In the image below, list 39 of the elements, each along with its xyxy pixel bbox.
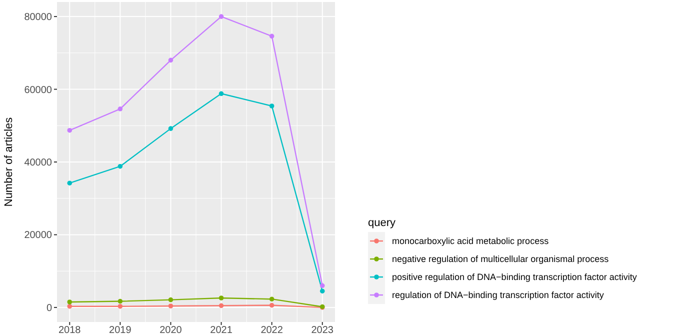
x-tick-label: 2018 <box>58 325 82 334</box>
point <box>118 298 123 304</box>
point <box>118 304 123 309</box>
point <box>269 302 274 308</box>
legend-label: regulation of DNA−binding transcription factor activity <box>392 290 604 300</box>
y-tick-label: 0 <box>46 302 52 314</box>
point <box>67 180 72 186</box>
legend-label: negative regulation of multicellular organismal process <box>392 254 610 264</box>
legend-label: positive regulation of DNA−binding transcription factor activity <box>392 272 638 282</box>
x-tick-label: 2021 <box>210 325 233 334</box>
y-tick-label: 40000 <box>24 158 52 168</box>
point <box>168 304 174 308</box>
x-tick-label: 2019 <box>109 325 132 334</box>
point <box>218 296 224 300</box>
point <box>118 164 123 169</box>
point <box>269 296 274 302</box>
legend-label: monocarboxylic acid metabolic process <box>392 236 550 246</box>
point <box>218 303 224 308</box>
point <box>320 288 325 294</box>
y-tick-label: 20000 <box>24 230 52 242</box>
x-tick-label: 2023 <box>311 325 334 334</box>
point <box>168 126 174 131</box>
x-tick-label: 2020 <box>160 325 182 334</box>
y-tick-label: 80000 <box>24 12 52 24</box>
point <box>168 58 174 63</box>
legend-title: query <box>368 217 396 229</box>
point <box>269 104 274 108</box>
point <box>168 297 174 302</box>
point <box>269 34 274 39</box>
point <box>320 283 325 288</box>
point <box>67 128 72 133</box>
y-axis-title: Number of articles <box>3 116 15 207</box>
point <box>67 300 72 304</box>
point <box>218 91 224 96</box>
x-tick-label: 2022 <box>260 325 284 334</box>
point <box>218 14 224 19</box>
point <box>118 106 123 112</box>
y-tick-label: 60000 <box>24 84 52 96</box>
point <box>67 304 72 309</box>
